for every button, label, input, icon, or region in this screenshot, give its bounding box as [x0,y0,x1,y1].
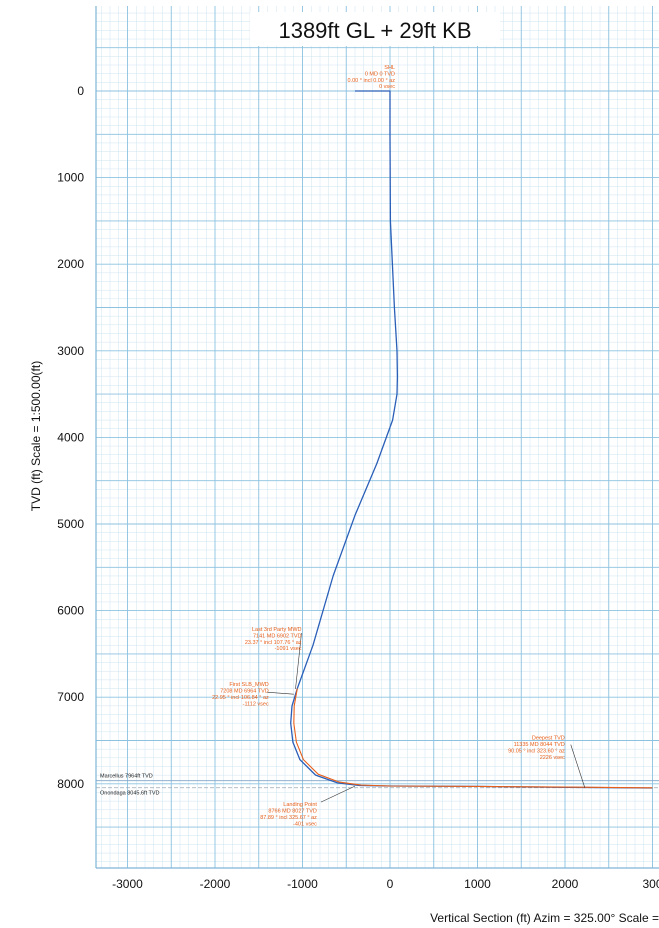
annotation-text: -1112 vsec [243,701,269,707]
annotation-text: 0 vsec [379,84,395,90]
annotation-text: Deepest TVD [532,736,565,742]
x-tick-label: -1000 [287,877,318,891]
annotation-leader [295,632,302,690]
x-axis-label: Vertical Section (ft) Azim = 325.00° Sca… [430,911,659,925]
y-tick-label: 5000 [57,517,84,531]
plot-area: Marcellus 7964ft TVD Onondaga 8045.6ft TV… [95,6,659,869]
annotation-text: 0.00 ° incl 0.00 ° az [347,78,395,84]
title-backing [250,12,500,46]
annotation-leader [266,691,294,695]
series-line [290,90,653,789]
major-grid [96,6,659,868]
y-tick-label: 2000 [57,257,84,271]
annotation-leader [570,744,586,788]
annotation-text: 22.95 ° incl 106.84 ° az [212,695,269,701]
annotation-text: 7141 MD 6902 TVD [253,633,302,639]
x-tick-labels: -3000 -2000 -1000 0 1000 2000 300 [112,877,659,891]
y-axis-label: TVD (ft) Scale = 1:500.00(ft) [29,361,43,511]
x-tick-label: -2000 [200,877,231,891]
annotation-text: First SLB_MWD [229,682,268,688]
y-tick-labels: 0 1000 2000 3000 4000 5000 6000 7000 8000 [57,84,84,791]
y-tick-label: 7000 [57,690,84,704]
annotation-text: -1091 vsec [275,646,302,652]
annotation-text: 0 MD 0 TVD [365,71,395,77]
annotation-text: 90.05 ° incl 323.60 ° az [508,748,565,754]
x-tick-label: -3000 [112,877,143,891]
x-tick-label: 2000 [552,877,579,891]
chart-title: 1389ft GL + 29ft KB [278,18,471,43]
annotation-text: 7208 MD 6964 TVD [220,689,269,695]
annotation-text: 23.37 ° incl 107.76 ° az [245,640,302,646]
annotation-text: SHL [384,65,395,71]
formation-label: Onondaga 8045.6ft TVD [100,791,160,797]
annotation-text: Landing Point [283,802,317,808]
annotation-leader [320,785,356,803]
series-layer [290,90,653,789]
y-tick-label: 3000 [57,344,84,358]
y-tick-label: 8000 [57,777,84,791]
x-tick-label: 0 [387,877,394,891]
y-tick-label: 6000 [57,604,84,618]
y-tick-label: 0 [77,84,84,98]
annotation-text: 11335 MD 8044 TVD [514,742,565,748]
y-tick-label: 1000 [57,171,84,185]
annotation-text: 8766 MD 8027 TVD [268,809,317,815]
annotation-text: -401 vsec [293,821,317,827]
x-tick-label: 1000 [464,877,491,891]
x-tick-label: 300 [642,877,659,891]
y-tick-label: 4000 [57,430,84,444]
annotation-text: Last 3rd Party MWD [252,627,302,633]
annotation-text: 2226 vsec [540,755,565,761]
series-line [293,688,653,789]
annotation-text: 87.89 ° incl 325.67 ° az [260,815,317,821]
formation-label: Marcellus 7964ft TVD [100,774,153,780]
